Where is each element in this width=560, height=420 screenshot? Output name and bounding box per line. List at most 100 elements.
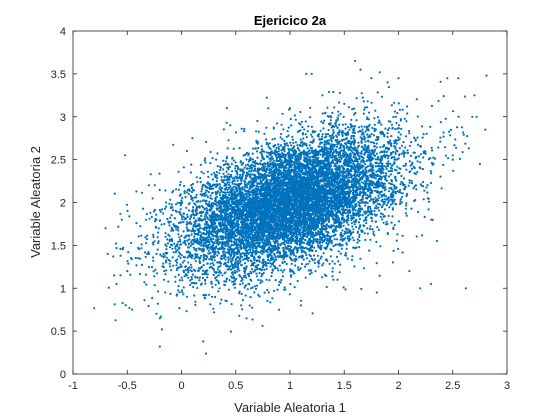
data-point <box>343 138 346 141</box>
data-point <box>204 157 207 160</box>
data-point <box>325 258 328 261</box>
data-point <box>207 175 210 178</box>
data-point <box>185 226 188 229</box>
data-point <box>240 276 243 280</box>
data-point <box>195 196 198 199</box>
data-point <box>385 174 388 177</box>
data-point <box>366 118 369 121</box>
data-point <box>388 206 391 209</box>
data-point <box>419 145 422 148</box>
data-point <box>143 281 146 284</box>
data-point <box>257 130 260 133</box>
data-point <box>218 169 222 172</box>
data-point <box>366 232 369 235</box>
data-point <box>244 174 247 177</box>
data-point <box>320 120 323 123</box>
data-point <box>320 255 323 258</box>
data-point <box>177 240 180 243</box>
data-point <box>191 182 195 186</box>
data-point <box>360 130 363 133</box>
data-point <box>308 144 311 147</box>
data-point <box>226 188 229 191</box>
data-point <box>280 123 283 126</box>
data-point <box>247 259 250 262</box>
data-point <box>152 270 155 273</box>
data-point <box>397 247 400 250</box>
data-point <box>331 260 334 263</box>
data-point <box>165 205 168 208</box>
data-point <box>130 241 133 244</box>
data-point <box>365 222 368 225</box>
data-point <box>404 135 408 138</box>
data-point <box>399 200 402 203</box>
data-point <box>184 234 188 237</box>
data-point <box>119 254 122 257</box>
data-point <box>206 216 209 219</box>
data-point <box>182 166 185 169</box>
data-point <box>269 262 272 265</box>
data-point <box>401 251 404 254</box>
data-point <box>218 194 221 197</box>
data-point <box>175 243 178 246</box>
data-point <box>175 294 178 297</box>
data-point <box>311 241 314 245</box>
data-point <box>186 213 189 216</box>
data-point <box>364 193 367 196</box>
data-point <box>268 170 272 173</box>
data-point <box>387 157 390 160</box>
data-point <box>190 184 193 187</box>
data-point <box>241 225 244 228</box>
data-point <box>380 95 383 98</box>
data-point <box>188 189 191 192</box>
data-point <box>255 150 259 153</box>
data-point <box>322 127 325 130</box>
data-point <box>186 228 189 231</box>
data-point <box>396 136 400 139</box>
data-point <box>350 149 353 152</box>
data-point <box>175 261 179 264</box>
data-point <box>359 213 362 216</box>
data-point <box>238 292 241 295</box>
data-point <box>347 106 350 109</box>
data-point <box>257 263 260 266</box>
data-point <box>283 139 286 142</box>
data-point <box>189 279 192 282</box>
data-point <box>357 227 360 230</box>
data-point <box>185 206 188 209</box>
data-point <box>426 191 429 194</box>
data-point <box>336 118 339 121</box>
data-point <box>392 115 395 119</box>
data-point <box>296 144 299 147</box>
data-point <box>416 143 420 146</box>
data-point <box>378 71 381 74</box>
data-point <box>385 220 388 223</box>
data-point <box>451 154 454 157</box>
data-point <box>293 234 296 237</box>
data-point <box>160 223 163 226</box>
data-point <box>412 151 415 154</box>
data-point <box>153 184 156 187</box>
data-point <box>326 106 329 109</box>
data-point <box>182 271 186 274</box>
data-point <box>217 290 220 293</box>
data-point <box>377 138 380 141</box>
data-point <box>196 237 199 240</box>
data-point <box>357 209 360 212</box>
data-point <box>201 277 204 280</box>
data-point <box>233 179 236 182</box>
data-point <box>331 270 334 273</box>
data-point <box>358 162 361 165</box>
data-point <box>171 256 174 259</box>
data-point <box>163 255 166 258</box>
data-point <box>224 160 227 163</box>
data-point <box>462 133 465 136</box>
data-point <box>309 269 312 272</box>
data-point <box>413 136 416 139</box>
data-point <box>236 179 239 182</box>
data-point <box>189 171 192 174</box>
data-point <box>255 242 258 245</box>
data-point <box>203 215 206 218</box>
data-point <box>410 163 414 166</box>
data-point <box>363 108 366 111</box>
data-point <box>205 273 208 276</box>
